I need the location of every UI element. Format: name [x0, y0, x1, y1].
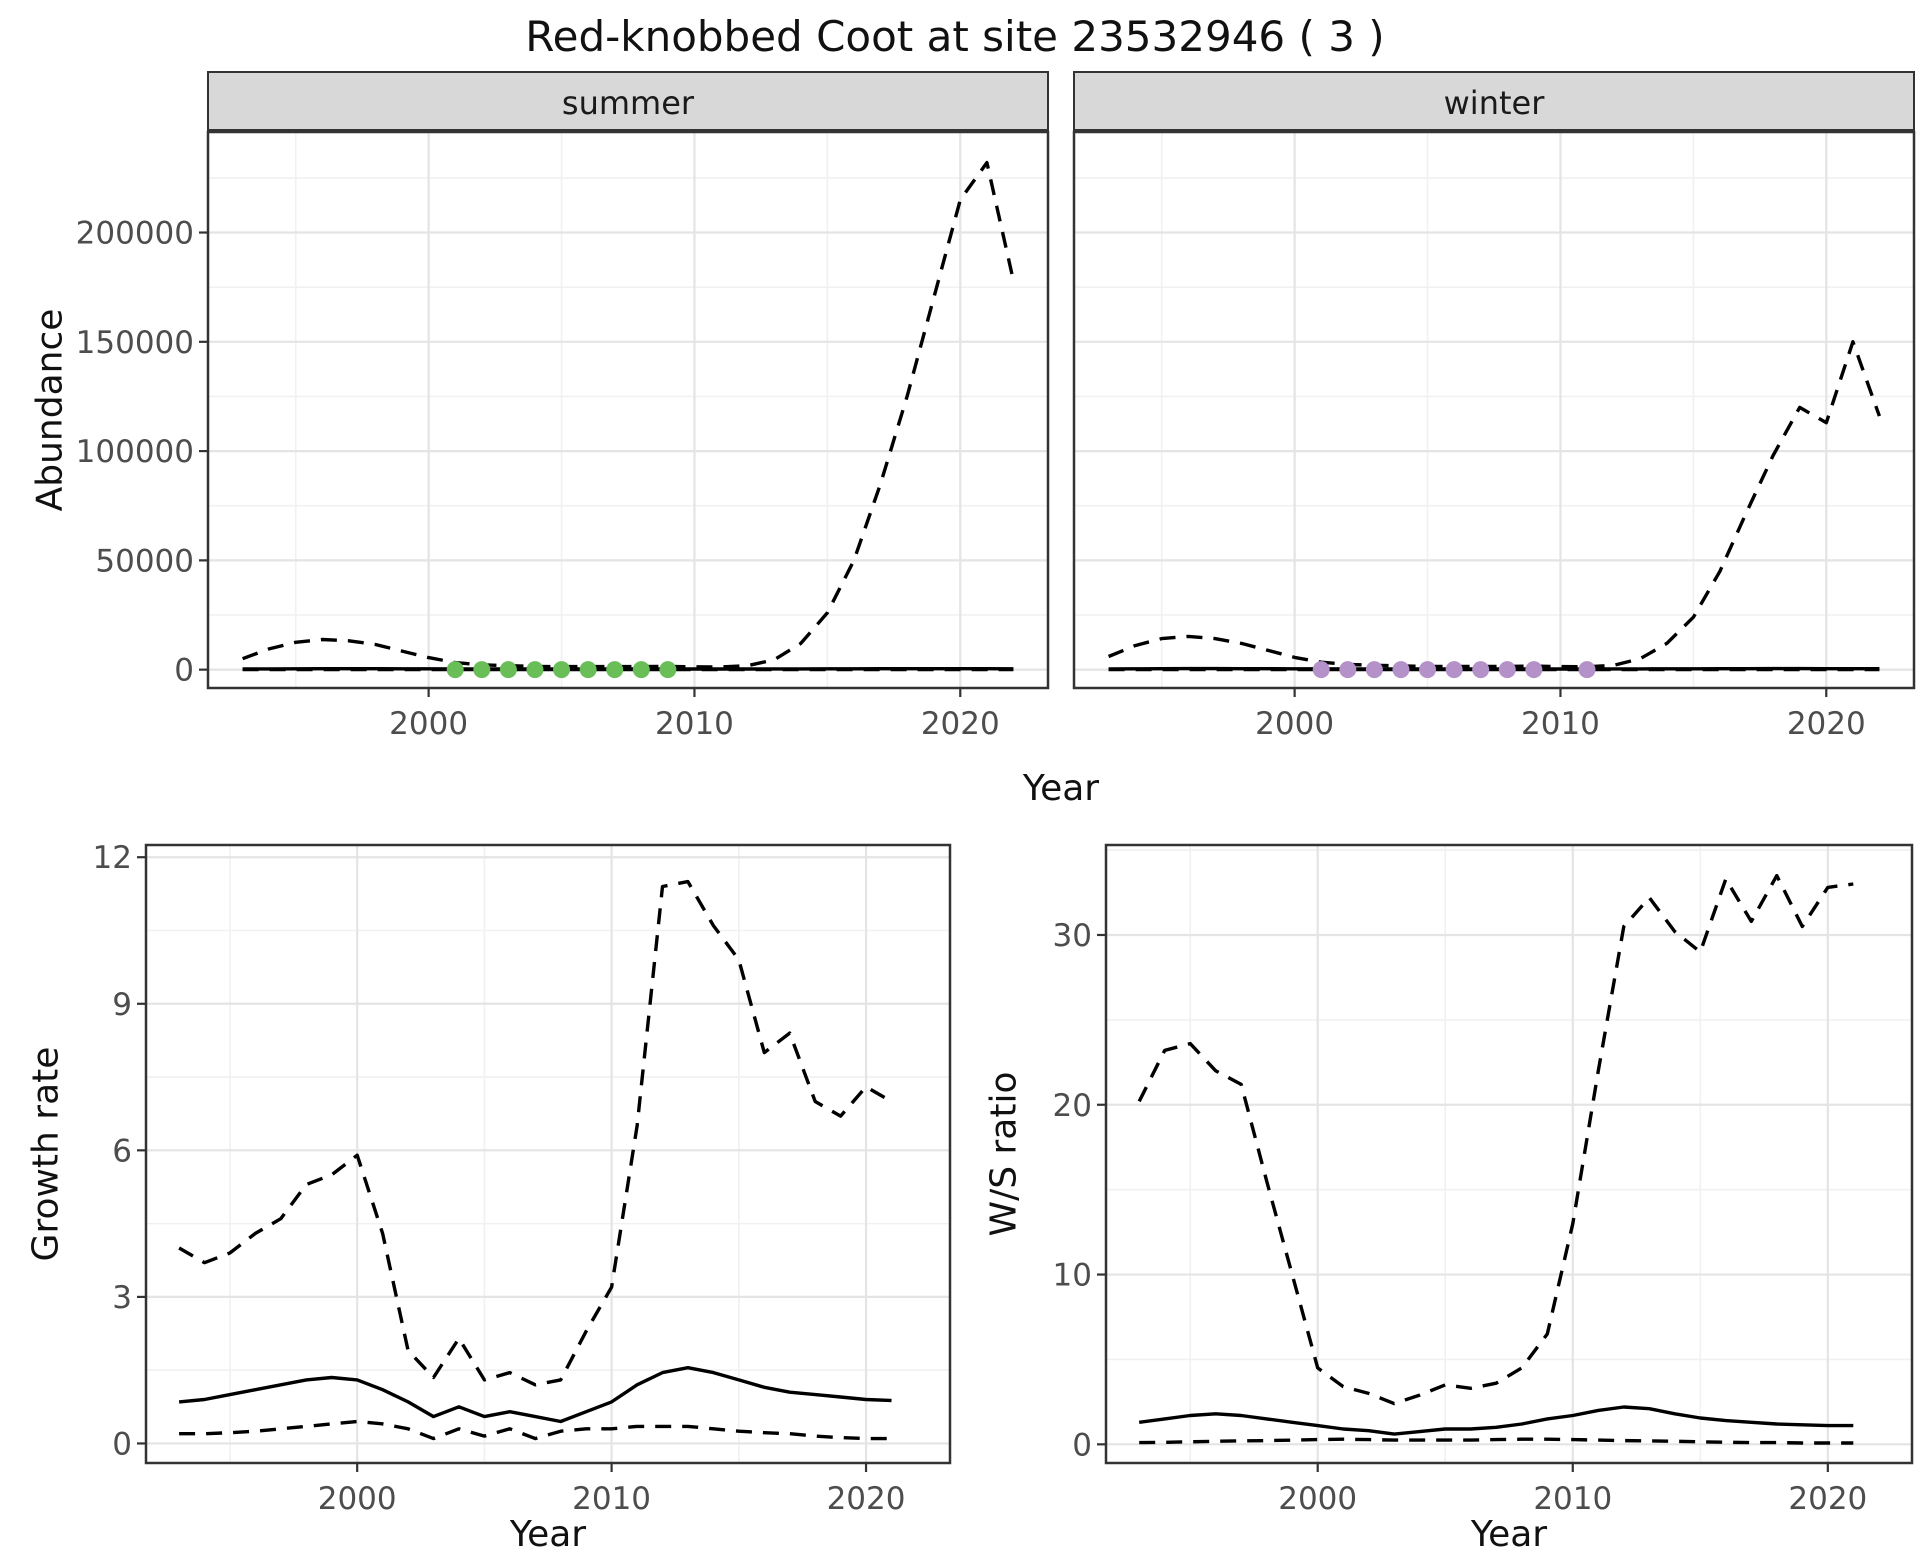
series-lower_ci [1139, 1437, 1854, 1445]
observed-point [1365, 661, 1383, 679]
observed-point [1445, 661, 1463, 679]
x-tick-label: 2010 [572, 1481, 651, 1517]
x-tick-label: 2020 [827, 1481, 906, 1517]
x-tick-label: 2000 [318, 1481, 397, 1517]
y-tick-label: 0 [1072, 1427, 1092, 1463]
observed-point [1419, 661, 1437, 679]
x-tick-label: 2020 [921, 706, 1000, 742]
observed-point [473, 661, 491, 679]
observed-point [1392, 661, 1410, 679]
panel-bg [208, 132, 1048, 688]
x-tick-label: 2020 [1788, 1481, 1867, 1517]
growth-year-axis-title: Year [509, 1514, 587, 1555]
y-tick-label: 3 [112, 1280, 132, 1316]
observed-point [499, 661, 517, 679]
series-upper_ci [178, 879, 893, 1387]
y-tick-label: 150000 [76, 325, 194, 361]
panel-border [206, 130, 1050, 690]
observed-point [1339, 661, 1357, 679]
series-upper_ci [1137, 873, 1854, 1406]
x-tick-label: 2010 [655, 706, 734, 742]
observed-point [1312, 661, 1330, 679]
x-tick-label: 2000 [1278, 1481, 1357, 1517]
y-tick-label: 9 [112, 987, 132, 1023]
y-tick-label: 12 [93, 840, 132, 876]
panel-ws_ratio: 2000 2010 2020 0 10 20 30 [1053, 843, 1914, 1517]
y-tick-label: 20 [1053, 1088, 1092, 1124]
y-tick-label: 6 [112, 1133, 132, 1169]
panel-border [1072, 130, 1916, 690]
facet-strip-label: winter [1444, 84, 1546, 122]
panel-bg [1106, 845, 1912, 1463]
y-tick-label: 0 [112, 1426, 132, 1462]
series-median [178, 1365, 892, 1424]
y-tick-label: 10 [1053, 1258, 1092, 1294]
x-tick-label: 2020 [1787, 706, 1866, 742]
y-tick-label: 100000 [76, 434, 194, 470]
observed-point [1578, 661, 1596, 679]
panel-growth_rate: 2000 2010 2020 0 3 6 9 12 [93, 840, 952, 1517]
observed-point [1472, 661, 1490, 679]
figure-title: Red-knobbed Coot at site 23532946 ( 3 ) [525, 12, 1385, 61]
y-tick-label: 50000 [95, 543, 194, 579]
observed-point [526, 661, 544, 679]
series-median [1138, 1405, 1854, 1436]
x-tick-label: 2000 [1255, 706, 1334, 742]
series-upper_ci [1107, 340, 1882, 669]
y-tick-label: 200000 [76, 216, 194, 252]
panel-bg [1074, 132, 1914, 688]
y-tick-label: 0 [174, 653, 194, 689]
facet-strip-label: summer [562, 84, 695, 122]
x-tick-label: 2010 [1521, 706, 1600, 742]
top-year-axis-title: Year [1022, 768, 1100, 809]
observed-point [553, 661, 571, 679]
x-tick-label: 2010 [1533, 1481, 1612, 1517]
panel-abundance_summer: summer 2000 2010 2020 0 50000 100000 150000 2000… [76, 71, 1050, 742]
panel-border [1104, 843, 1914, 1465]
observed-point [606, 661, 624, 679]
panel-bg [146, 845, 950, 1463]
observed-point [1525, 661, 1543, 679]
y-tick-label: 30 [1053, 918, 1092, 954]
series-lower_ci [179, 1419, 892, 1441]
series-upper_ci [242, 160, 1016, 669]
observed-point [659, 661, 677, 679]
facet-strip [1073, 71, 1915, 131]
facet-strip [207, 71, 1049, 131]
panel-abundance_winter: winter 2000 2010 2020 [1072, 71, 1916, 742]
observed-point [446, 661, 464, 679]
observed-point [632, 661, 650, 679]
ws-year-axis-title: Year [1470, 1514, 1548, 1555]
x-tick-label: 2000 [389, 706, 468, 742]
observed-point [579, 661, 597, 679]
panel-border [144, 843, 952, 1465]
observed-point [1498, 661, 1516, 679]
